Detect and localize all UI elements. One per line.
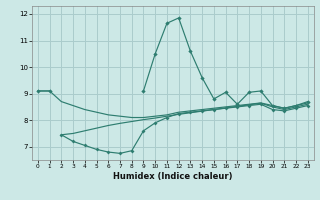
X-axis label: Humidex (Indice chaleur): Humidex (Indice chaleur) xyxy=(113,172,233,181)
